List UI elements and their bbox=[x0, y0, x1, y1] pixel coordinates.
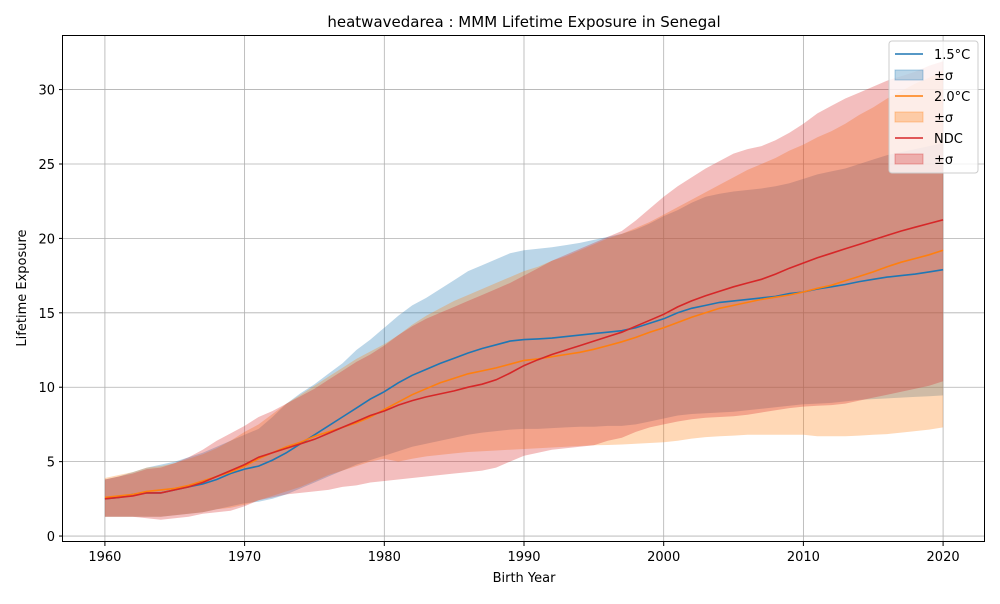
x-tick-label: 1960 bbox=[88, 550, 121, 565]
x-tick-label: 2010 bbox=[787, 550, 820, 565]
legend-band-swatch bbox=[894, 69, 924, 81]
series-lines bbox=[104, 219, 944, 500]
line-20c bbox=[104, 249, 944, 499]
legend-label: 2.0°C bbox=[934, 90, 970, 105]
x-tick-label: 1980 bbox=[368, 550, 401, 565]
line-ndc bbox=[104, 219, 944, 500]
y-tick-label: 30 bbox=[38, 84, 55, 99]
legend-label: ±σ bbox=[934, 111, 953, 126]
chart-title: heatwavedarea : MMM Lifetime Exposure in… bbox=[327, 13, 720, 31]
grid bbox=[63, 36, 985, 542]
x-axis-ticks: 1960 1970 1980 1990 2000 2010 2020 bbox=[88, 542, 960, 565]
legend-label: 1.5°C bbox=[934, 48, 970, 63]
x-axis-label: Birth Year bbox=[493, 571, 557, 586]
legend-box bbox=[888, 40, 979, 174]
legend-band-swatch bbox=[894, 111, 924, 123]
plot-frame bbox=[62, 35, 985, 542]
confidence-bands bbox=[104, 61, 944, 520]
y-tick-label: 0 bbox=[47, 530, 55, 545]
x-tick-label: 2000 bbox=[647, 550, 680, 565]
y-tick-label: 20 bbox=[38, 232, 55, 247]
legend-label: ±σ bbox=[934, 153, 953, 168]
legend-label: ±σ bbox=[934, 69, 953, 84]
band-20c bbox=[104, 70, 944, 517]
x-tick-label: 2020 bbox=[927, 550, 960, 565]
y-tick-label: 5 bbox=[47, 456, 55, 471]
y-tick-label: 10 bbox=[38, 381, 55, 396]
y-axis-label: Lifetime Exposure bbox=[15, 229, 30, 346]
x-tick-label: 1970 bbox=[228, 550, 261, 565]
legend: 1.5°C ±σ 2.0°C ±σ NDC ±σ bbox=[888, 40, 979, 174]
x-tick-label: 1990 bbox=[507, 550, 540, 565]
band-ndc bbox=[104, 61, 944, 520]
legend-label: NDC bbox=[934, 132, 963, 147]
y-axis-ticks: 0 5 10 15 20 25 30 bbox=[38, 84, 63, 545]
legend-band-swatch bbox=[894, 153, 924, 165]
y-tick-label: 15 bbox=[38, 307, 55, 322]
y-tick-label: 25 bbox=[38, 158, 55, 173]
band-15c bbox=[104, 143, 944, 517]
